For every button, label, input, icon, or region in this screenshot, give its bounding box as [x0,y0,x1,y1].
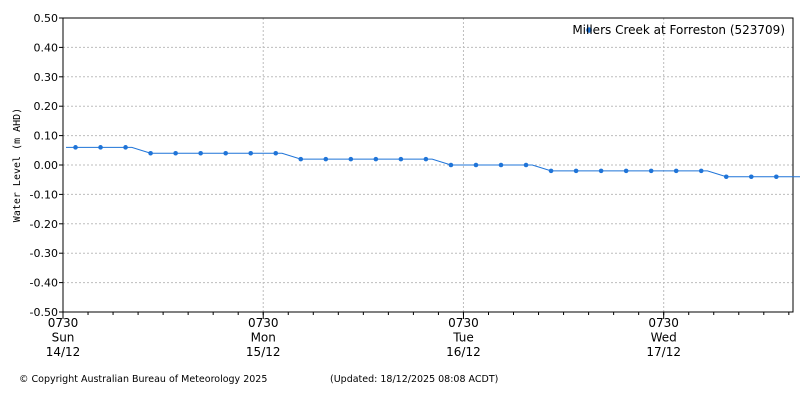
y-tick-label: -0.40 [30,277,58,290]
data-point [398,156,404,162]
x-tick-label: 0730 [48,316,79,330]
data-point [98,145,103,150]
x-tick-label: 14/12 [46,345,81,359]
data-point [473,162,479,168]
y-axis-label: Water Level (m AHD) [12,108,23,222]
x-tick-label: 16/12 [446,345,481,359]
data-point [548,168,554,174]
grid-lines [63,18,793,312]
data-point [523,162,529,168]
x-tick-label: Tue [452,331,474,345]
data-point [423,156,429,162]
data-point [273,150,279,156]
series-line [66,146,800,178]
data-point [448,162,454,168]
data-point [698,168,704,174]
x-tick-label: Wed [651,331,677,345]
data-point [723,174,729,180]
data-point [748,174,754,180]
legend: Millers Creek at Forreston (523709) [572,23,785,37]
y-tick-label: 0.30 [34,71,59,84]
x-tick-label: 0730 [448,316,479,330]
data-point [498,162,504,168]
y-tick-label: 0.20 [34,100,59,113]
data-point [248,150,254,156]
data-point [123,145,128,150]
data-point [323,156,329,162]
data-point [623,168,629,174]
x-tick-label: 17/12 [646,345,681,359]
y-tick-label: 0.50 [34,12,59,25]
data-point [774,174,779,180]
x-tick-label: Mon [251,331,276,345]
x-tick-label: 0730 [648,316,679,330]
data-point [173,150,178,156]
y-tick-label: -0.50 [30,306,58,319]
y-tick-label: -0.30 [30,247,58,260]
data-point [348,156,354,162]
x-tick-label: 0730 [248,316,279,330]
data-point [673,168,679,174]
legend-series-label: Millers Creek at Forreston (523709) [572,23,785,37]
updated-text: (Updated: 18/12/2025 08:08 ACDT) [330,374,499,385]
x-tick-label: Sun [52,331,75,345]
data-point [573,168,579,174]
x-axis-ticks: 0730Sun14/120730Mon15/120730Tue16/120730… [46,312,790,359]
data-point [598,168,604,174]
data-point [298,156,304,162]
x-tick-label: 15/12 [246,345,281,359]
data-point [148,150,153,156]
series-layer [66,145,800,180]
y-tick-label: -0.10 [30,188,58,201]
copyright-text: © Copyright Australian Bureau of Meteoro… [19,374,268,385]
data-point [373,156,379,162]
data-point [73,145,78,150]
y-tick-label: 0.40 [34,41,59,54]
legend-marker [586,27,592,33]
y-axis-ticks: 0.50 0.40 0.30 0.20 0.10 0.00 -0.10 -0.20 -0.30 -… [30,12,63,319]
y-tick-label: -0.20 [30,218,58,231]
data-point [648,168,654,174]
data-point [198,150,203,156]
data-point [223,150,228,156]
y-tick-label: 0.00 [34,159,59,172]
y-tick-label: 0.10 [34,130,59,143]
